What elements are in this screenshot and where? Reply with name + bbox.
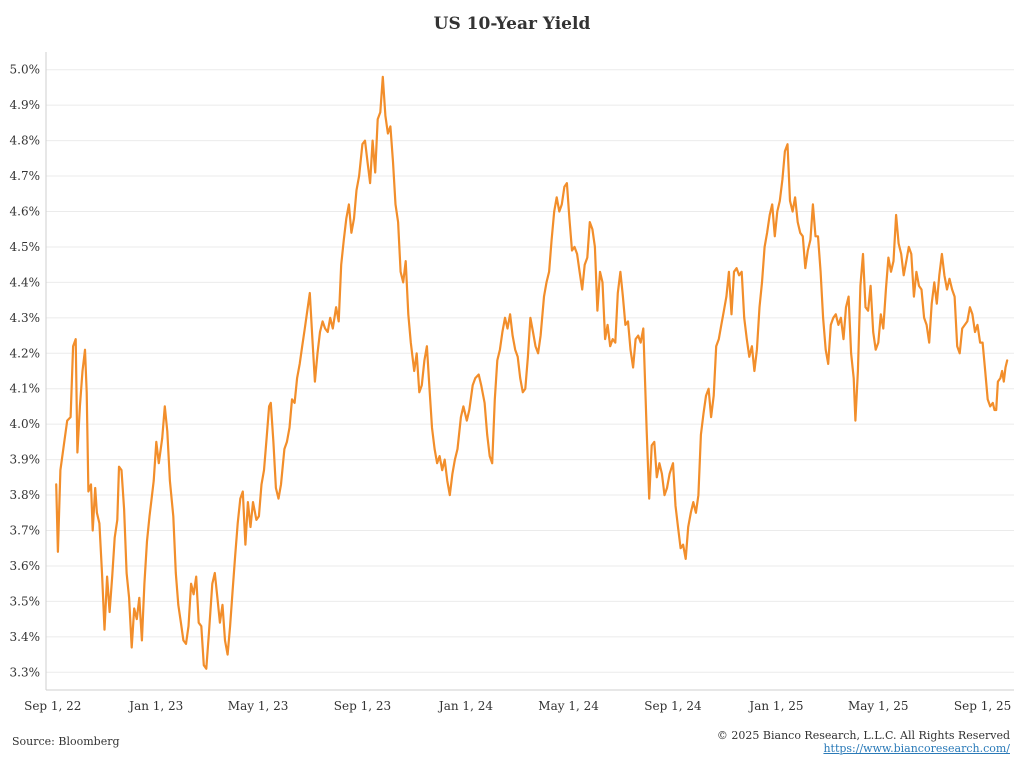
x-tick-label: Jan 1, 25 (747, 699, 803, 713)
x-tick-label: May 1, 24 (538, 699, 599, 713)
y-tick-label: 5.0% (10, 63, 41, 77)
y-tick-label: 3.5% (10, 594, 41, 608)
chart-title: US 10-Year Yield (433, 14, 591, 34)
copyright-note: © 2025 Bianco Research, L.L.C. All Right… (716, 729, 1010, 742)
website-link[interactable]: https://www.biancoresearch.com/ (823, 742, 1010, 755)
x-axis-tick-labels: Sep 1, 22 Jan 1, 23 May 1, 23 Sep 1, 23 Jan … (24, 699, 1011, 713)
y-tick-label: 3.6% (10, 559, 41, 573)
y-tick-label: 4.5% (10, 240, 41, 254)
series-group (55, 75, 1009, 670)
y-tick-label: 4.4% (10, 275, 41, 289)
y-tick-label: 3.7% (10, 524, 41, 538)
y-tick-label: 4.3% (10, 311, 41, 325)
x-tick-label: Jan 1, 23 (127, 699, 183, 713)
gridlines (46, 69, 1014, 673)
y-tick-label: 4.2% (10, 346, 41, 360)
y-tick-label: 3.8% (10, 488, 41, 502)
x-tick-label: Sep 1, 23 (334, 699, 391, 713)
y-tick-label: 3.3% (10, 665, 41, 679)
y-tick-label: 4.6% (10, 205, 41, 219)
y-tick-label: 3.4% (10, 630, 41, 644)
y-tick-label: 4.1% (10, 382, 41, 396)
series-line (55, 75, 1009, 670)
y-axis-tick-labels: 3.3% 3.4% 3.5% 3.6% 3.7% 3.8% 3.9% 4.0% 4.1% 4.2%… (10, 63, 41, 680)
x-tick-label: May 1, 23 (228, 699, 289, 713)
x-tick-label: May 1, 25 (848, 699, 909, 713)
x-tick-label: Jan 1, 24 (437, 699, 493, 713)
x-tick-label: Sep 1, 25 (954, 699, 1011, 713)
y-tick-label: 3.9% (10, 453, 41, 467)
y-tick-label: 4.8% (10, 134, 41, 148)
source-note: Source: Bloomberg (12, 735, 120, 748)
x-tick-label: Sep 1, 22 (24, 699, 81, 713)
x-tick-label: Sep 1, 24 (644, 699, 702, 713)
y-tick-label: 4.9% (10, 98, 41, 112)
y-tick-label: 4.7% (10, 169, 41, 183)
y-tick-label: 4.0% (10, 417, 41, 431)
